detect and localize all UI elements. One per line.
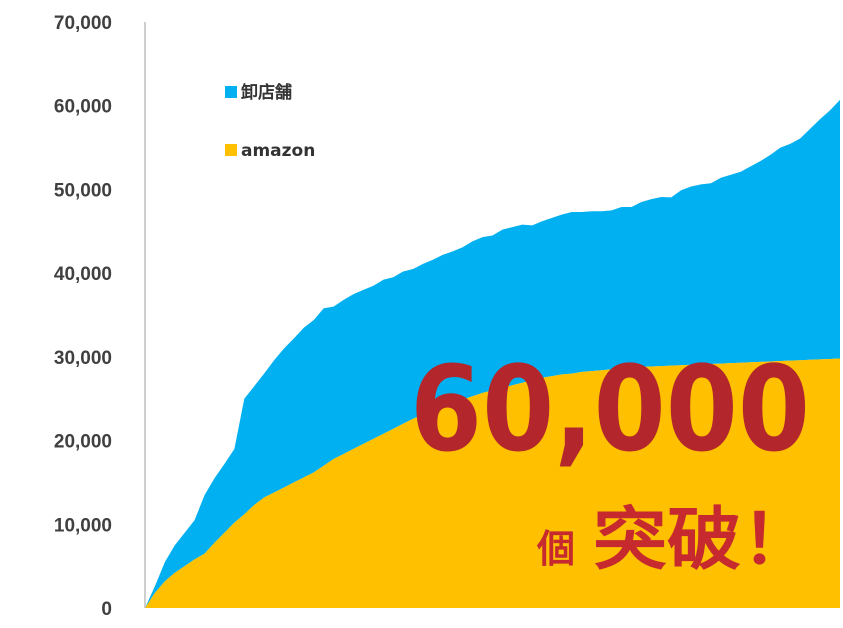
callout-number: 60,000 (410, 340, 810, 478)
area-series-wholesale-stores (145, 99, 840, 609)
y-tick-label: 30,000 (54, 348, 112, 369)
y-tick-label: 10,000 (54, 515, 112, 536)
legend-label: amazon (241, 141, 315, 161)
legend-label: 卸店舗 (241, 82, 292, 103)
y-axis-ticks: 0 10,000 20,000 30,000 40,000 50,000 60,000 70,… (54, 13, 112, 620)
area-series-amazon (145, 358, 840, 608)
y-tick-label: 60,000 (54, 97, 112, 118)
callout-text: 突破！ (593, 501, 815, 580)
legend-swatch (225, 144, 237, 156)
y-tick-label: 40,000 (54, 264, 112, 285)
legend: 卸店舗 amazon (225, 82, 315, 161)
callout: 60,000 個 突破！ (410, 340, 815, 580)
y-tick-label: 0 (101, 599, 112, 620)
y-tick-label: 50,000 (54, 180, 112, 201)
y-tick-label: 70,000 (54, 13, 112, 34)
y-tick-label: 20,000 (54, 432, 112, 453)
legend-swatch (225, 86, 237, 98)
callout-unit: 個 (536, 527, 575, 571)
area-series-group (145, 99, 840, 609)
